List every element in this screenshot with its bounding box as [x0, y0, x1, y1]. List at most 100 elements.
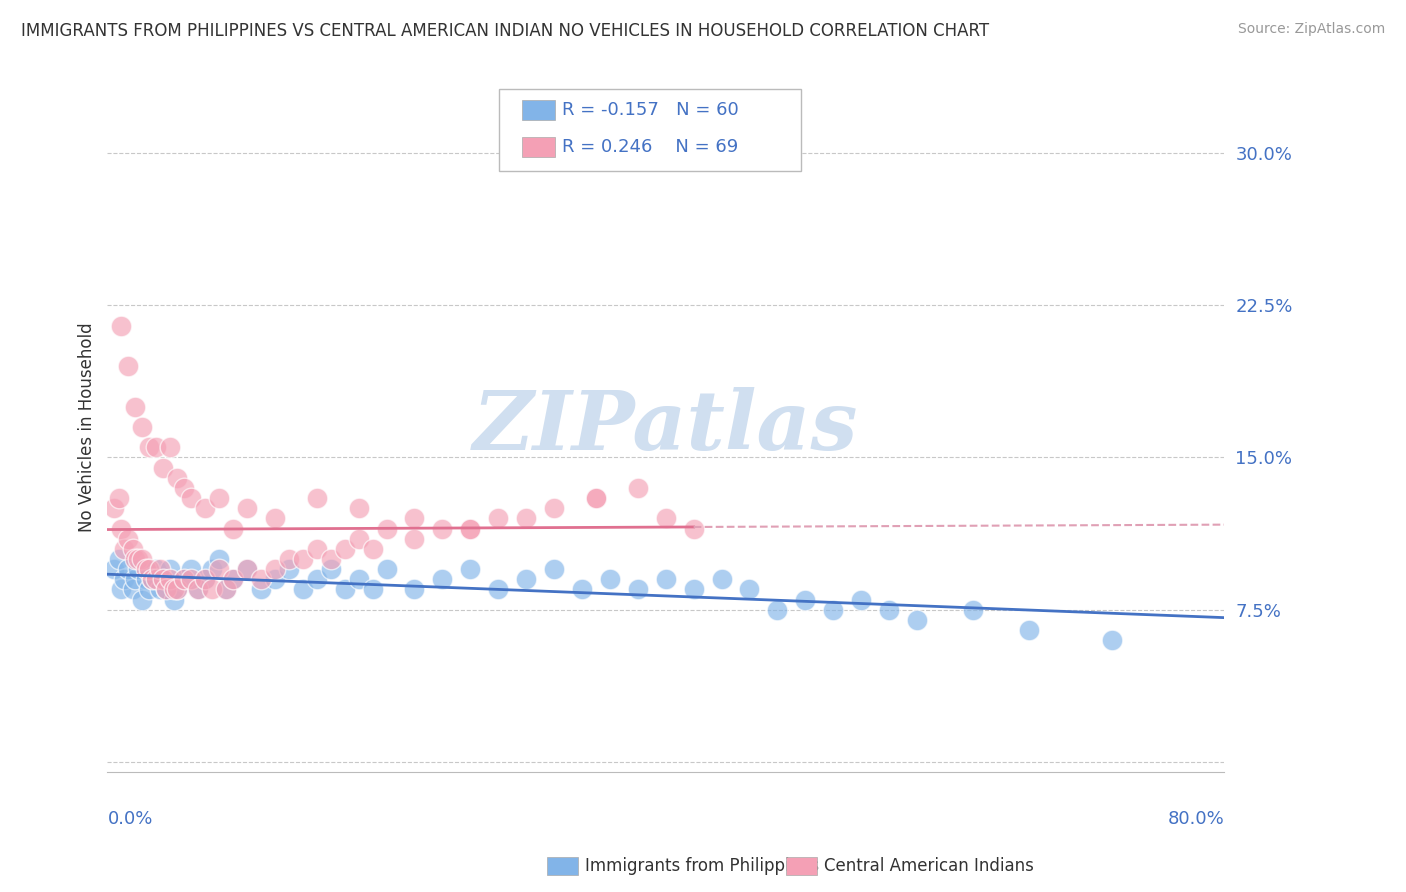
Point [121, 541, 143, 556]
Point [145, 572, 167, 586]
Point [361, 541, 384, 556]
Text: 0.0%: 0.0% [107, 810, 153, 828]
Point [135, 562, 157, 576]
Point [486, 582, 509, 597]
Point [112, 541, 135, 556]
Point [141, 572, 163, 586]
Point [460, 562, 482, 576]
Point [236, 562, 259, 576]
Point [460, 522, 482, 536]
Point [305, 572, 328, 586]
Point [277, 552, 299, 566]
Text: ZIPatlas: ZIPatlas [472, 387, 859, 467]
Point [173, 572, 195, 586]
Point [264, 511, 287, 525]
Point [145, 440, 167, 454]
Point [201, 562, 224, 576]
Point [131, 592, 153, 607]
Point [149, 582, 172, 597]
Point [194, 501, 217, 516]
Point [404, 582, 426, 597]
Point [138, 440, 160, 454]
Point [319, 562, 342, 576]
Point [112, 572, 135, 586]
Y-axis label: No Vehicles in Household: No Vehicles in Household [79, 322, 96, 532]
Point [515, 511, 537, 525]
Point [432, 522, 454, 536]
Point [515, 572, 537, 586]
Point [347, 501, 370, 516]
Point [375, 562, 398, 576]
Point [291, 552, 314, 566]
Point [877, 603, 900, 617]
Point [404, 511, 426, 525]
Point [222, 572, 245, 586]
Point [180, 562, 202, 576]
Point [149, 562, 172, 576]
Point [627, 481, 650, 495]
Point [250, 582, 273, 597]
Point [962, 603, 984, 617]
Point [236, 501, 259, 516]
Point [107, 491, 129, 505]
Point [166, 582, 188, 597]
Point [152, 572, 174, 586]
Point [710, 572, 733, 586]
Point [131, 420, 153, 434]
Point [432, 572, 454, 586]
Text: Central American Indians: Central American Indians [824, 857, 1033, 875]
Point [599, 572, 621, 586]
Point [135, 572, 157, 586]
Point [404, 532, 426, 546]
Point [627, 582, 650, 597]
Point [333, 541, 356, 556]
Point [215, 582, 238, 597]
Point [117, 359, 139, 373]
Point [361, 582, 384, 597]
Point [155, 582, 177, 597]
Point [127, 552, 149, 566]
Point [124, 400, 146, 414]
Text: R = 0.246    N = 69: R = 0.246 N = 69 [562, 138, 738, 156]
Point [163, 592, 186, 607]
Point [222, 572, 245, 586]
Point [201, 582, 224, 597]
Point [194, 572, 217, 586]
Point [208, 562, 231, 576]
Point [138, 562, 160, 576]
Point [250, 572, 273, 586]
Point [166, 582, 188, 597]
Point [187, 582, 209, 597]
Point [543, 562, 565, 576]
Point [905, 613, 928, 627]
Point [121, 582, 143, 597]
Point [138, 582, 160, 597]
Point [145, 562, 167, 576]
Point [222, 522, 245, 536]
Point [264, 562, 287, 576]
Point [264, 572, 287, 586]
Point [103, 562, 125, 576]
Point [347, 572, 370, 586]
Point [110, 582, 132, 597]
Text: Source: ZipAtlas.com: Source: ZipAtlas.com [1237, 22, 1385, 37]
Point [103, 501, 125, 516]
Point [766, 603, 789, 617]
Point [277, 562, 299, 576]
Point [131, 552, 153, 566]
Point [159, 562, 181, 576]
Point [152, 572, 174, 586]
Text: IMMIGRANTS FROM PHILIPPINES VS CENTRAL AMERICAN INDIAN NO VEHICLES IN HOUSEHOLD : IMMIGRANTS FROM PHILIPPINES VS CENTRAL A… [21, 22, 990, 40]
Point [738, 582, 761, 597]
Point [333, 582, 356, 597]
Point [585, 491, 607, 505]
Point [180, 491, 202, 505]
Point [543, 501, 565, 516]
Point [375, 522, 398, 536]
Point [141, 572, 163, 586]
Point [159, 572, 181, 586]
Point [117, 532, 139, 546]
Point [682, 582, 704, 597]
Point [110, 318, 132, 333]
Point [208, 491, 231, 505]
